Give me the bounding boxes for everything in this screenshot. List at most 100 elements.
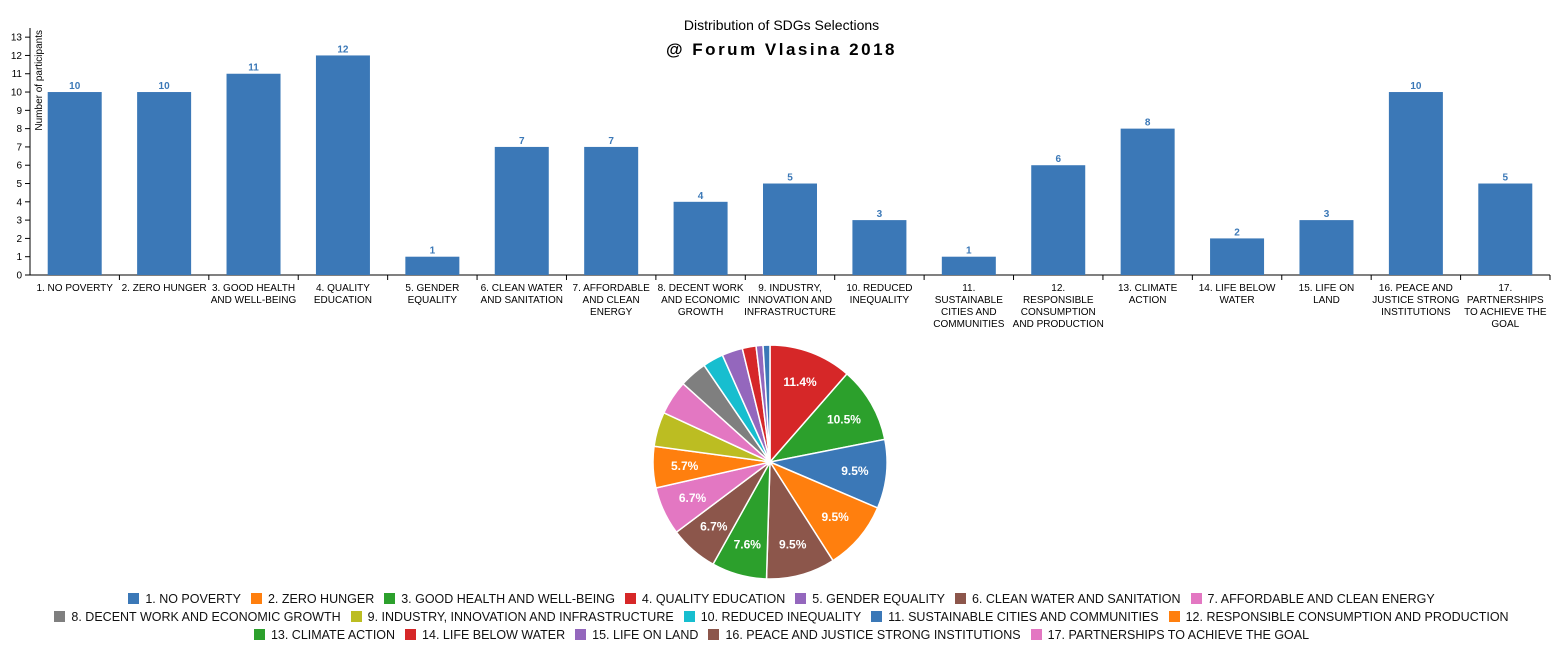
- bar[interactable]: [1388, 92, 1443, 275]
- bar-value-label: 7: [608, 136, 614, 147]
- x-tick-label: 12. RESPONSIBLE CONSUMPTION AND PRODUCTION: [1013, 283, 1104, 330]
- pie-slice-label: 5.7%: [671, 459, 699, 473]
- legend-item[interactable]: 8. DECENT WORK AND ECONOMIC GROWTH: [54, 608, 341, 626]
- x-tick-label: 5. GENDER EQUALITY: [405, 283, 459, 306]
- legend-label: 8. DECENT WORK AND ECONOMIC GROWTH: [71, 610, 341, 624]
- bar[interactable]: [852, 220, 907, 275]
- pie-slice[interactable]: [762, 344, 771, 463]
- x-tick-label: 8. DECENT WORK AND ECONOMIC GROWTH: [658, 283, 744, 318]
- y-tick-label: 1: [16, 252, 22, 263]
- x-tick-label: 7. AFFORDABLE AND CLEAN ENERGY: [573, 283, 651, 318]
- pie-slice[interactable]: [767, 372, 886, 464]
- legend-item[interactable]: 15. LIFE ON LAND: [575, 626, 698, 644]
- bar[interactable]: [1120, 128, 1175, 275]
- legend-label: 17. PARTNERSHIPS TO ACHIEVE THE GOAL: [1047, 628, 1310, 642]
- bar[interactable]: [405, 256, 460, 275]
- legend-item[interactable]: 14. LIFE BELOW WATER: [405, 626, 565, 644]
- x-tick-label: 1. NO POVERTY: [36, 283, 113, 294]
- pie-slice-label: 9.5%: [841, 464, 869, 478]
- legend-swatch: [1030, 629, 1042, 640]
- bar[interactable]: [226, 73, 281, 275]
- y-tick-label: 13: [11, 33, 23, 44]
- legend-label: 2. ZERO HUNGER: [267, 592, 375, 606]
- bar[interactable]: [315, 55, 370, 275]
- x-tick-label: 13. CLIMATE ACTION: [1118, 283, 1178, 306]
- x-tick-label: 10. REDUCED INEQUALITY: [846, 283, 912, 306]
- x-tick-label: 15. LIFE ON LAND: [1299, 283, 1355, 306]
- legend-swatch: [575, 629, 587, 640]
- bar[interactable]: [584, 146, 639, 275]
- legend-item[interactable]: 9. INDUSTRY, INNOVATION AND INFRASTRUCTU…: [350, 608, 674, 626]
- legend-item[interactable]: 3. GOOD HEALTH AND WELL-BEING: [384, 590, 615, 608]
- legend-swatch: [683, 611, 695, 622]
- legend-row: 1. NO POVERTY 2. ZERO HUNGER 3. GOOD HEALT…: [0, 590, 1563, 608]
- y-tick-label: 5: [16, 179, 22, 190]
- y-tick-label: 12: [11, 51, 23, 62]
- legend-label: 11. SUSTAINABLE CITIES AND COMMUNITIES: [888, 610, 1159, 624]
- legend-label: 14. LIFE BELOW WATER: [422, 628, 566, 642]
- y-tick-label: 10: [11, 88, 23, 99]
- legend-item[interactable]: 5. GENDER EQUALITY: [795, 590, 945, 608]
- legend-item[interactable]: 6. CLEAN WATER AND SANITATION: [954, 590, 1181, 608]
- legend-swatch: [128, 593, 140, 604]
- legend-swatch: [54, 611, 66, 622]
- x-tick-label: 3. GOOD HEALTH AND WELL-BEING: [211, 283, 297, 306]
- legend-label: 13. CLIMATE ACTION: [270, 628, 396, 642]
- legend-item[interactable]: 10. REDUCED INEQUALITY: [683, 608, 862, 626]
- x-tick-label: 4. QUALITY EDUCATION: [314, 283, 372, 306]
- legend-swatch: [253, 629, 265, 640]
- bar[interactable]: [673, 201, 728, 275]
- legend-swatch: [384, 593, 396, 604]
- bar[interactable]: [763, 183, 817, 275]
- x-tick-label: 11. SUSTAINABLE CITIES AND COMMUNITIES: [933, 283, 1004, 330]
- legend-item[interactable]: 7. AFFORDABLE AND CLEAN ENERGY: [1190, 590, 1435, 608]
- bar-value-label: 8: [1145, 118, 1151, 129]
- legend-label: 16. PEACE AND JUSTICE STRONG INSTITUTION…: [725, 628, 1021, 642]
- pie-slice-label: 9.5%: [821, 510, 849, 524]
- pie-slice-label: 9.5%: [779, 537, 807, 551]
- bar-value-label: 2: [1234, 227, 1240, 238]
- pie-slice[interactable]: [769, 344, 849, 464]
- legend-item[interactable]: 4. QUALITY EDUCATION: [624, 590, 786, 608]
- legend-item[interactable]: 16. PEACE AND JUSTICE STRONG INSTITUTION…: [708, 626, 1021, 644]
- bar-value-label: 5: [787, 173, 793, 184]
- legend-label: 5. GENDER EQUALITY: [812, 592, 945, 606]
- legend-swatch: [795, 593, 807, 604]
- bar-value-label: 10: [159, 81, 171, 92]
- legend-swatch: [350, 611, 362, 622]
- legend-swatch: [1168, 611, 1180, 622]
- bar-value-label: 7: [519, 136, 525, 147]
- bar[interactable]: [47, 92, 102, 275]
- bar[interactable]: [494, 146, 549, 275]
- legend-row: 8. DECENT WORK AND ECONOMIC GROWTH 9. IND…: [0, 608, 1563, 626]
- bar-value-label: 3: [877, 209, 883, 220]
- legend-item[interactable]: 2. ZERO HUNGER: [250, 590, 375, 608]
- legend-swatch: [624, 593, 636, 604]
- legend-label: 7. AFFORDABLE AND CLEAN ENERGY: [1207, 592, 1435, 606]
- x-tick-label: 2. ZERO HUNGER: [122, 283, 207, 294]
- pie-slice-label: 7.6%: [734, 537, 762, 551]
- y-axis-label: Number of participants: [34, 30, 45, 131]
- legend-label: 10. REDUCED INEQUALITY: [700, 610, 862, 624]
- bar-value-label: 10: [1410, 81, 1422, 92]
- legend-label: 4. QUALITY EDUCATION: [641, 592, 786, 606]
- legend-item[interactable]: 11. SUSTAINABLE CITIES AND COMMUNITIES: [871, 608, 1159, 626]
- bar[interactable]: [1478, 183, 1533, 275]
- bar[interactable]: [1210, 238, 1265, 275]
- legend-item[interactable]: 13. CLIMATE ACTION: [253, 626, 396, 644]
- bar[interactable]: [1299, 220, 1354, 275]
- y-tick-label: 4: [16, 197, 22, 208]
- bar[interactable]: [941, 256, 996, 275]
- chart-title: Distribution of SDGs Selections: [683, 17, 880, 33]
- legend-swatch: [405, 629, 417, 640]
- bar-value-label: 5: [1503, 173, 1509, 184]
- bar[interactable]: [1031, 165, 1086, 275]
- legend-item[interactable]: 12. RESPONSIBLE CONSUMPTION AND PRODUCTI…: [1168, 608, 1509, 626]
- bar[interactable]: [137, 92, 192, 275]
- legend-swatch: [708, 629, 720, 640]
- bar-value-label: 4: [698, 191, 704, 202]
- legend-item[interactable]: 1. NO POVERTY: [128, 590, 241, 608]
- y-tick-label: 0: [16, 271, 22, 282]
- legend-item[interactable]: 17. PARTNERSHIPS TO ACHIEVE THE GOAL: [1030, 626, 1310, 644]
